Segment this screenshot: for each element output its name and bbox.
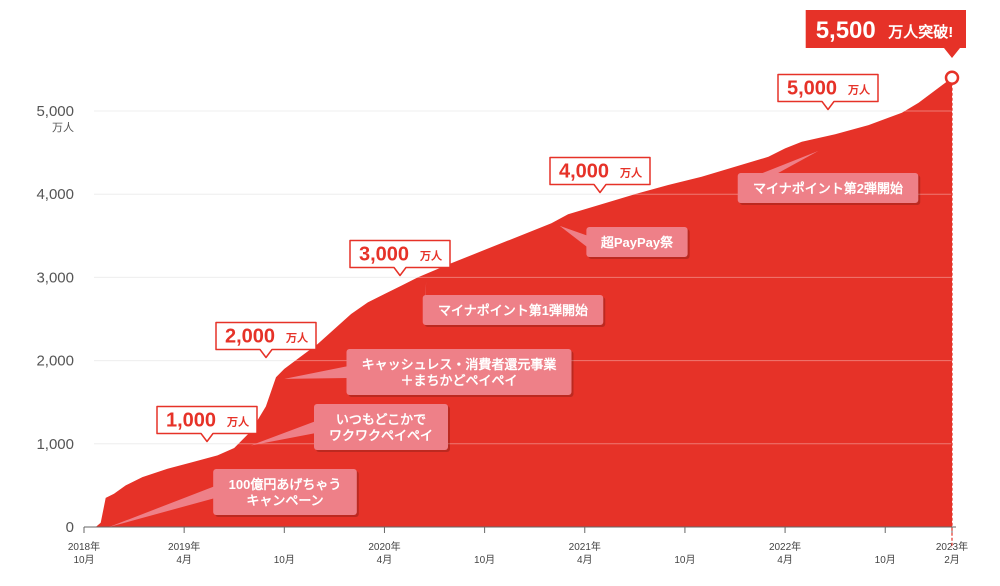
headline-point: [944, 70, 960, 85]
x-tick-label: 2019年: [168, 540, 200, 553]
event-text: キャンペーン: [246, 493, 323, 508]
y-tick-label: 5,000: [36, 103, 74, 120]
x-tick-label: 10月: [73, 554, 94, 566]
milestone-box: [349, 239, 451, 277]
milestone-box: [156, 405, 258, 443]
milestone-callout: 5,000 万人: [777, 73, 879, 111]
event-text: 100億円あげちゃう: [229, 477, 342, 492]
milestone-value: 5,000: [787, 78, 837, 100]
event-text: マイナポイント第2弾開始: [753, 181, 903, 196]
event-text: キャッシュレス・消費者還元事業: [362, 357, 558, 372]
x-tick-label: 2020年: [368, 540, 400, 553]
milestone-box: [549, 156, 651, 194]
milestone-unit: 万人: [226, 415, 250, 429]
y-tick-label: 0: [66, 519, 74, 536]
x-tick-label: 4月: [577, 554, 593, 566]
milestone-unit: 万人: [285, 331, 309, 345]
milestone-unit: 万人: [619, 166, 643, 180]
y-tick-label: 1,000: [36, 436, 74, 453]
x-tick-label: 2021年: [569, 540, 601, 553]
event-text: マイナポイント第1弾開始: [438, 303, 588, 318]
milestone-value: 4,000: [559, 161, 609, 183]
headline-unit: 万人突破!: [887, 23, 953, 41]
milestone-callout: 3,000 万人: [349, 239, 451, 277]
event-label: 超PayPay祭: [559, 225, 690, 259]
y-tick-unit: 万人: [52, 121, 74, 134]
x-tick-label: 2023年: [936, 540, 968, 553]
event-label: マイナポイント第2弾開始: [737, 150, 921, 205]
milestone-value: 2,000: [225, 326, 275, 348]
y-tick-label: 2,000: [36, 353, 74, 370]
event-box: [737, 173, 919, 203]
x-tick-label: 10月: [674, 554, 695, 566]
event-text: ＋まちかどペイペイ: [400, 373, 517, 388]
event-text: ワクワクペイペイ: [329, 428, 433, 443]
milestone-unit: 万人: [419, 249, 443, 263]
y-tick-label: 3,000: [36, 269, 74, 286]
event-box: [314, 404, 448, 450]
milestone-value: 1,000: [166, 410, 216, 432]
x-tick-label: 2月: [944, 554, 960, 566]
milestone-box: [215, 321, 317, 359]
event-label: キャッシュレス・消費者還元事業＋まちかどペイペイ: [284, 349, 574, 397]
milestone-callout: 4,000 万人: [549, 156, 651, 194]
event-text: いつもどこかで: [336, 412, 426, 427]
event-box: [422, 295, 604, 325]
x-tick-label: 2022年: [769, 540, 801, 553]
event-label: マイナポイント第1弾開始: [422, 280, 606, 327]
y-tick-label: 4,000: [36, 186, 74, 203]
milestone-callout: 1,000 万人: [156, 405, 258, 443]
event-pointer: [559, 225, 589, 248]
milestone-value: 3,000: [359, 244, 409, 266]
x-tick-label: 4月: [176, 554, 192, 566]
headline-callout: 5,500 万人突破!: [805, 10, 966, 548]
milestone-box: [777, 73, 879, 111]
milestone-labels: 1,000 万人 2,000 万人 3,000 万人 4,000 万人 5,000 万人: [156, 73, 879, 443]
event-box: [213, 469, 357, 515]
headline-box: [805, 10, 966, 58]
event-pointer: [284, 366, 349, 379]
x-tick-label: 4月: [777, 554, 793, 566]
x-tick-label: 4月: [377, 554, 393, 566]
event-pointer: [250, 421, 316, 446]
milestone-callout: 2,000 万人: [215, 321, 317, 359]
event-text: 超PayPay祭: [601, 235, 674, 250]
x-tick-label: 10月: [474, 554, 495, 566]
x-tick-label: 10月: [875, 554, 896, 566]
x-tick-label: 10月: [274, 554, 295, 566]
event-box: [346, 349, 572, 395]
milestone-unit: 万人: [847, 83, 871, 97]
event-box: [586, 227, 688, 257]
headline-value: 5,500: [816, 17, 876, 44]
x-tick-label: 2018年: [68, 540, 100, 553]
event-pointer: [109, 486, 216, 527]
